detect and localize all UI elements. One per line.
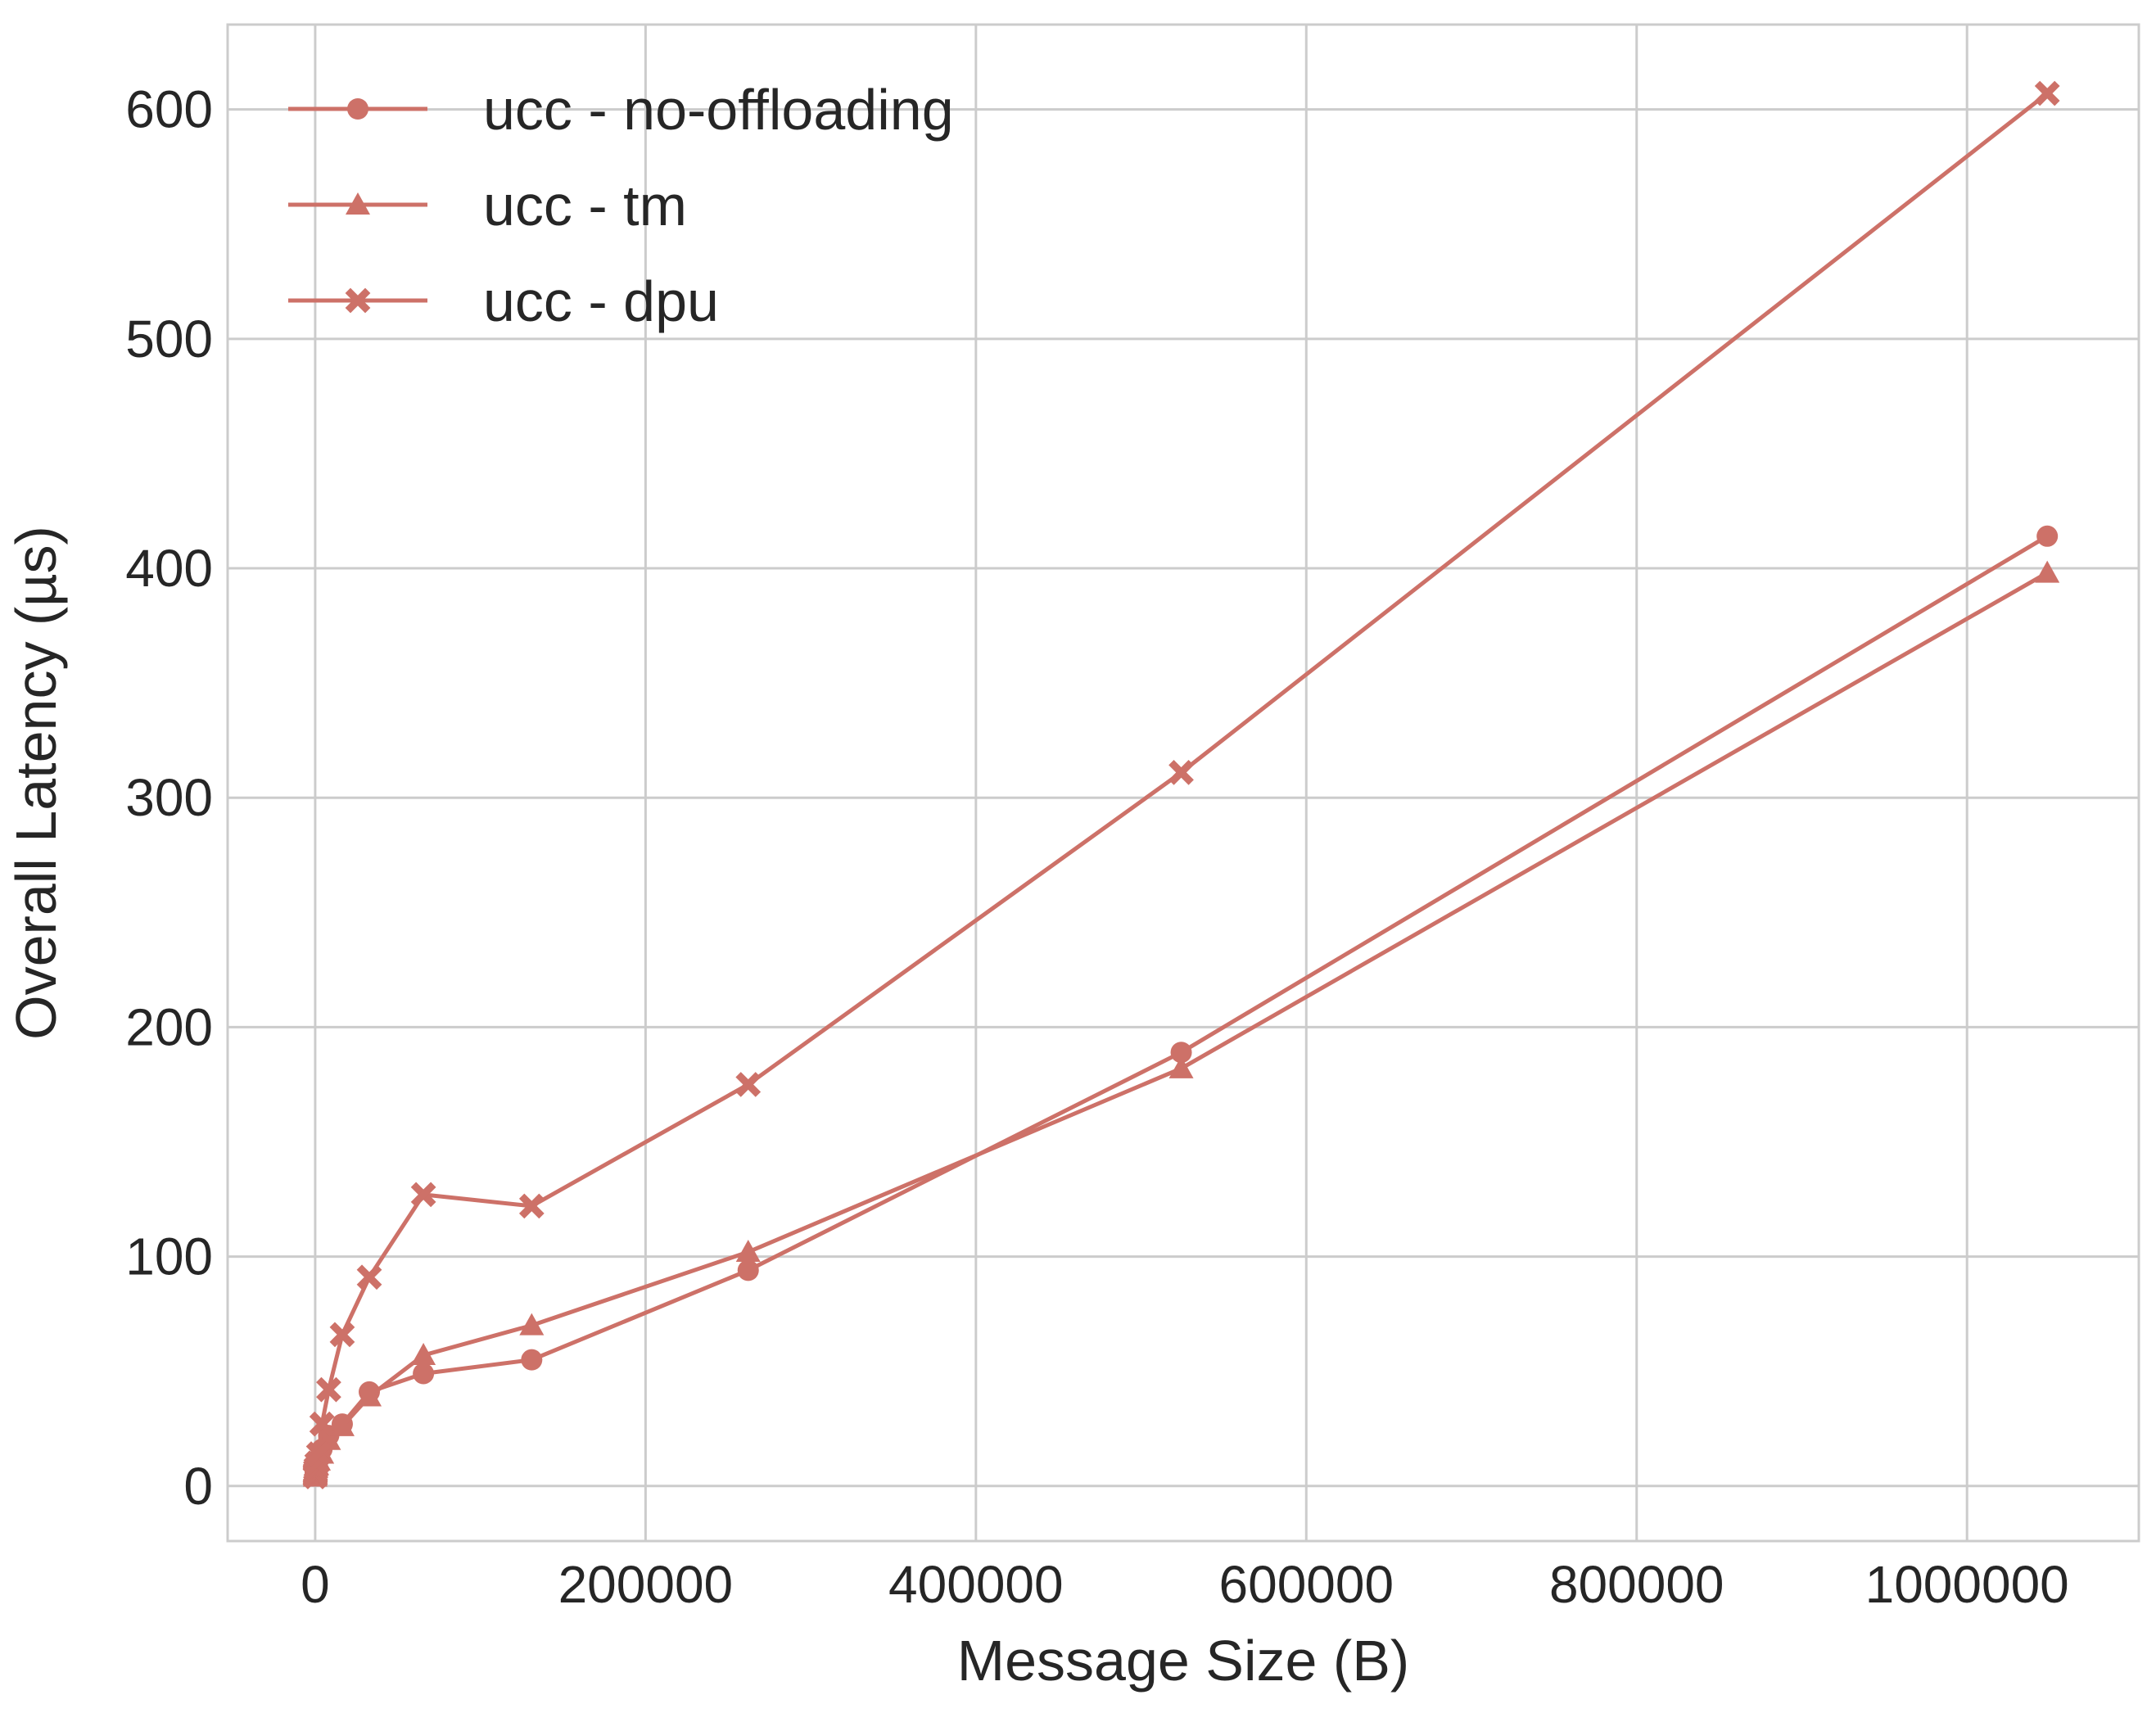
data-point-x <box>329 1322 355 1348</box>
plot-area <box>226 23 2140 1543</box>
legend-marker-triangle <box>346 192 370 215</box>
data-point-circle <box>737 1259 759 1281</box>
series-layer <box>302 80 2060 1489</box>
data-point-circle <box>521 1349 543 1371</box>
data-point-x <box>518 1193 545 1219</box>
y-tick-label: 200 <box>125 997 213 1056</box>
legend-marker-x <box>345 287 371 314</box>
x-tick-label: 800000 <box>1549 1555 1724 1614</box>
data-point-circle <box>1170 1042 1192 1064</box>
data-point-x <box>410 1182 436 1208</box>
legend-label: ucc - no-offloading <box>483 78 954 142</box>
data-point-triangle <box>411 1343 436 1366</box>
data-point-x <box>316 1376 341 1403</box>
data-point-triangle <box>357 1384 382 1407</box>
legend-marker-circle <box>347 98 368 120</box>
y-axis-label: Overall Latency (µs) <box>4 526 68 1040</box>
data-point-triangle <box>1168 1055 1194 1078</box>
x-tick-label: 200000 <box>558 1555 734 1614</box>
x-tick-label: 600000 <box>1219 1555 1394 1614</box>
data-point-x <box>2034 80 2060 106</box>
legend-label: ucc - tm <box>483 174 687 237</box>
data-point-triangle <box>735 1239 761 1262</box>
x-tick-label: 400000 <box>888 1555 1064 1614</box>
y-axis-ticks: 0 100 200 300 400 500 600 <box>125 80 213 1516</box>
y-tick-label: 600 <box>125 80 213 139</box>
legend-item: ucc - tm <box>288 174 687 237</box>
legend: ucc - no-offloading ucc - tm ucc - dpu <box>288 78 954 333</box>
y-tick-label: 100 <box>125 1227 213 1286</box>
data-point-x <box>735 1072 762 1097</box>
legend-label: ucc - dpu <box>483 269 719 333</box>
y-tick-label: 300 <box>125 768 213 827</box>
data-point-triangle <box>316 1427 341 1450</box>
legend-item: ucc - dpu <box>288 269 719 333</box>
legend-item: ucc - no-offloading <box>288 78 954 142</box>
data-point-triangle <box>2035 560 2060 583</box>
x-axis-ticks: 0 200000 400000 600000 800000 1000000 <box>301 1555 2069 1614</box>
data-point-triangle <box>519 1313 545 1336</box>
data-point-circle <box>413 1363 435 1385</box>
y-tick-label: 400 <box>125 539 213 598</box>
data-point-x <box>1168 760 1194 785</box>
data-point-triangle <box>329 1413 355 1436</box>
data-point-x <box>309 1411 335 1437</box>
data-point-circle <box>2036 525 2059 547</box>
y-tick-label: 500 <box>125 310 213 368</box>
data-point-x <box>356 1264 382 1290</box>
series-x <box>302 80 2060 1489</box>
data-point-x <box>305 1441 332 1467</box>
y-tick-label: 0 <box>183 1457 213 1516</box>
x-tick-label: 0 <box>301 1555 330 1614</box>
x-axis-label: Message Size (B) <box>957 1629 1409 1693</box>
x-tick-label: 1000000 <box>1865 1555 2069 1614</box>
